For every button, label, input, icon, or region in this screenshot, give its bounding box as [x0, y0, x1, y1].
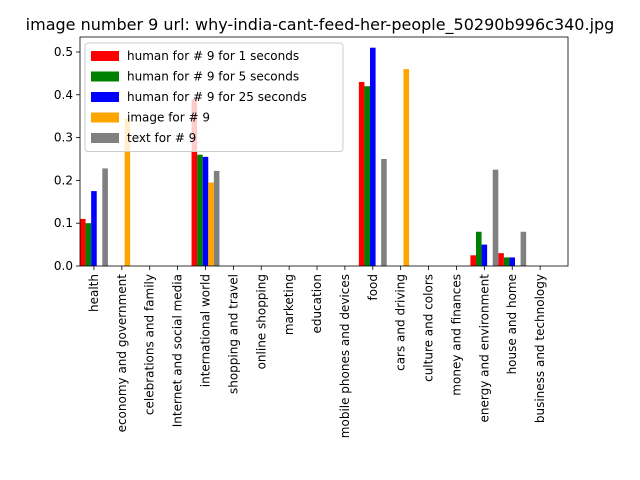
- x-tick-label: mobile phones and devices: [338, 274, 352, 438]
- bar: [481, 244, 488, 266]
- legend-label: human for # 9 for 1 seconds: [127, 49, 299, 63]
- plot-frame: [79, 36, 569, 267]
- x-tick-label: culture and colors: [422, 274, 436, 382]
- chart-title: image number 9 url: why-india-cant-feed-…: [26, 15, 615, 35]
- y-tick-label: 0.2: [54, 173, 73, 187]
- bar: [498, 253, 504, 266]
- legend-swatch: [91, 112, 119, 123]
- bar: [208, 182, 214, 266]
- bar: [370, 47, 376, 267]
- x-tick-label: health: [87, 274, 101, 312]
- bar: [80, 218, 86, 266]
- legend-swatch: [91, 51, 119, 61]
- legend: human for # 9 for 1 seconds human for # 9…: [84, 42, 344, 152]
- x-tick-label: business and technology: [533, 274, 547, 423]
- bar: [364, 86, 371, 266]
- x-tick-label: house and home: [505, 274, 519, 374]
- y-tick-label: 0.1: [54, 216, 73, 230]
- legend-swatch: [91, 71, 119, 82]
- bar: [213, 170, 220, 266]
- y-tick-label: 0.3: [54, 131, 73, 145]
- bar: [358, 81, 365, 266]
- y-tick-label: 0.5: [54, 45, 73, 59]
- bar: [492, 169, 499, 266]
- x-tick-label: cars and driving: [394, 274, 408, 371]
- x-tick-label: celebrations and family: [143, 274, 157, 415]
- legend-label: text for # 9: [127, 131, 196, 145]
- x-tick-label: money and finances: [449, 274, 463, 396]
- legend-label: human for # 9 for 5 seconds: [127, 70, 299, 84]
- bar: [403, 69, 410, 266]
- bar: [475, 231, 482, 266]
- bar: [520, 231, 527, 266]
- bars-group: [80, 47, 527, 267]
- x-tick-label: international world: [198, 274, 212, 387]
- x-tick-label: energy and environment: [477, 274, 491, 423]
- y-tick-label: 0.0: [54, 259, 73, 273]
- bar: [197, 154, 203, 266]
- bar: [102, 168, 108, 266]
- bar: [124, 118, 131, 266]
- bar: [191, 99, 198, 266]
- legend-swatch: [91, 133, 119, 143]
- y-axis: 0.0 0.1 0.2 0.3 0.4 0.5: [54, 45, 80, 273]
- x-axis: health economy and government celebrations…: [87, 266, 547, 438]
- bar: [470, 255, 476, 266]
- x-tick-label: shopping and travel: [226, 274, 240, 394]
- legend-label: image for # 9: [127, 111, 210, 125]
- bar: [91, 191, 97, 266]
- bar: [381, 158, 387, 266]
- bar: [202, 156, 209, 266]
- x-tick-label: online shopping: [254, 274, 268, 369]
- bar: [509, 257, 516, 266]
- x-tick-label: Internet and social media: [171, 274, 185, 427]
- x-tick-label: education: [310, 274, 324, 334]
- legend-label: human for # 9 for 25 seconds: [127, 90, 307, 104]
- legend-swatch: [91, 92, 119, 102]
- legend-box: [84, 42, 344, 152]
- x-tick-label: food: [366, 274, 380, 301]
- bar: [85, 223, 92, 266]
- y-tick-label: 0.4: [54, 88, 73, 102]
- x-tick-label: economy and government: [115, 274, 129, 433]
- bar: [503, 257, 510, 266]
- x-tick-label: marketing: [282, 274, 296, 335]
